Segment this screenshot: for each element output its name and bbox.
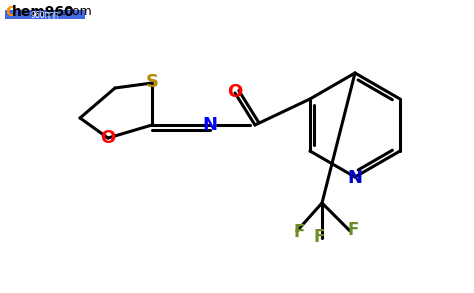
Text: N: N	[202, 116, 218, 134]
Text: O: O	[100, 129, 116, 147]
Text: N: N	[347, 169, 363, 187]
FancyBboxPatch shape	[5, 10, 85, 19]
Text: F: F	[347, 221, 359, 239]
Text: O: O	[228, 83, 243, 101]
Text: .com: .com	[62, 5, 93, 18]
Text: 960化工网: 960化工网	[31, 10, 59, 19]
Text: C: C	[5, 5, 15, 19]
Text: F: F	[313, 228, 325, 246]
Text: S: S	[146, 73, 158, 91]
Text: F: F	[293, 223, 305, 241]
Text: hem960: hem960	[12, 5, 74, 19]
